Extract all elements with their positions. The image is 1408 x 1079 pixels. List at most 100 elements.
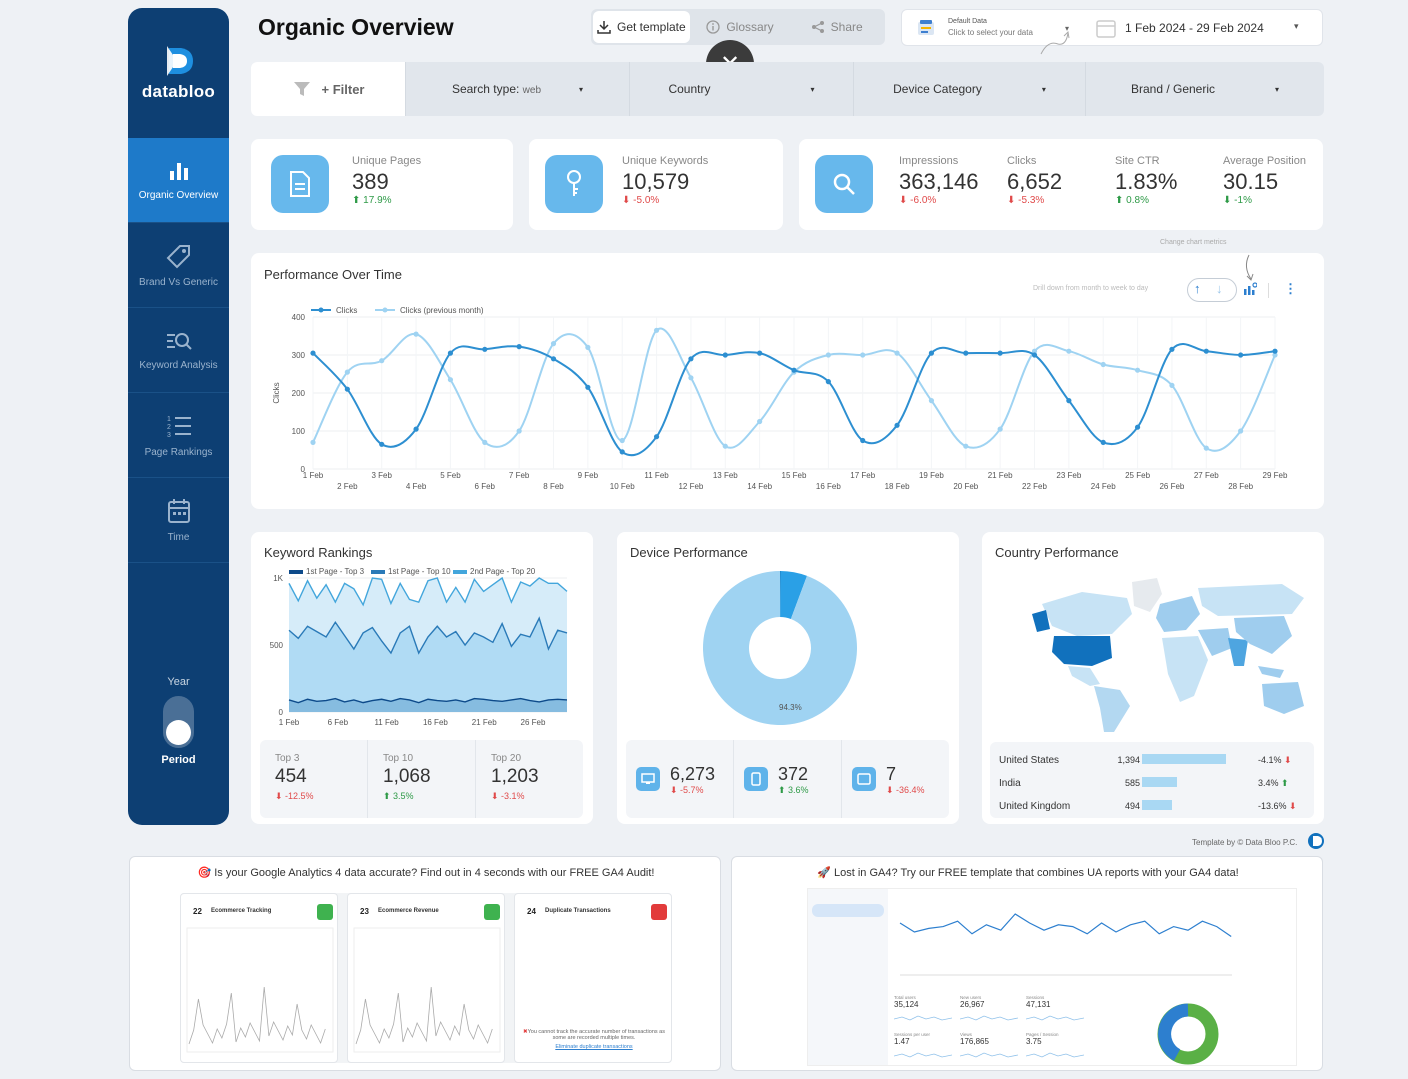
glossary-button[interactable]: Glossary [692,9,789,45]
more-options-icon[interactable]: ⋮ [1284,281,1297,296]
data-point [516,344,522,350]
ga4-donut-segment [1158,1003,1189,1061]
x-tick-label: 7 Feb [509,471,530,480]
country-row: India 585 3.4% ⬆ [982,776,1324,792]
data-point [757,350,763,356]
map-usa [1052,636,1112,666]
x-tick-label: 2 Feb [337,482,358,491]
y-tick-label: 200 [292,389,306,398]
ga4-template-promo[interactable]: 🚀 Lost in GA4? Try our FREE template tha… [731,856,1323,1071]
nav-organic-overview[interactable]: Organic Overview [128,138,229,223]
data-point [963,443,969,449]
chevron-down-icon: ▾ [579,84,584,94]
nav-keyword-analysis[interactable]: Keyword Analysis [128,308,229,393]
header-button-group: Get template Glossary Share [591,9,885,45]
x-tick-label: 1 Feb [279,718,300,727]
country-delta: 3.4% ⬆ [1258,778,1289,788]
divider [1268,283,1269,298]
audit-card-number: 23 [360,907,369,916]
ga4-metric: Total users 35,124 [893,995,956,1027]
audit-card: 23 Ecommerce Revenue [347,893,505,1063]
legend-swatch [289,570,303,574]
data-point [619,449,625,455]
data-point [516,428,522,434]
x-tick-label: 26 Feb [1159,482,1184,491]
audit-status-badge [484,904,500,920]
device-performance-card: Device Performance 94.3% 6,273 ⬇ -5.7% 37… [617,532,959,824]
get-template-button[interactable]: Get template [593,11,690,43]
country-delta: -13.6% ⬇ [1258,801,1297,811]
data-point [344,386,350,392]
kpi-delta: ⬇ -6.0% [899,195,937,206]
data-point [722,443,728,449]
series-line [312,327,1276,452]
data-point [447,350,454,356]
map-asia [1234,616,1292,654]
promo-text: 🎯 Is your Google Analytics 4 data accura… [197,867,655,879]
search-type-label: Search type: web [451,82,542,96]
keyword-rank-stats: Top 3 454 ⬇ -12.5% Top 10 1,068 ⬆ 3.5% T… [260,740,583,818]
kpi-card-unique-keywords: Unique Keywords 10,579 ⬇ -5.0% [529,139,783,230]
data-point [550,356,557,362]
ga4-preview-sidebar [808,889,888,1065]
funnel-icon [293,82,310,96]
stat-delta: ⬇ -5.7% [670,785,704,795]
ga4-metric-label: Sessions per user [894,1032,931,1037]
kpi-delta: ⬆ 17.9% [352,195,392,206]
share-button[interactable]: Share [788,9,885,45]
audit-link[interactable]: Eliminate duplicate transactions [555,1044,633,1050]
data-point [310,439,316,445]
data-point [550,341,557,347]
datasource-selector[interactable]: Click to select your data [948,28,1033,37]
date-range-picker[interactable]: 1 Feb 2024 - 29 Feb 2024 [1125,21,1264,35]
date-dropdown-arrow-icon[interactable]: ▾ [1294,21,1299,31]
ga4-audit-promo[interactable]: 🎯 Is your Google Analytics 4 data accura… [129,856,721,1071]
hint-arrow-icon [1040,30,1070,55]
device-donut-chart [703,571,857,725]
svg-text:3: 3 [167,432,171,439]
nav-time[interactable]: Time [128,478,229,563]
drill-up-icon[interactable]: ↑ [1194,281,1201,296]
mobile-icon [744,767,768,791]
search-type-dropdown[interactable]: Search type: web ▾ [406,62,630,116]
nav-brand-vs-generic[interactable]: Brand Vs Generic [128,223,229,308]
data-point [1066,398,1072,404]
audit-card-title: Duplicate Transactions [545,908,611,914]
world-map [1032,578,1304,732]
data-point [963,350,969,356]
chevron-down-icon: ▾ [1275,84,1280,94]
datasource-dropdown-arrow-icon[interactable]: ▾ [1065,24,1070,33]
audit-card-number: 24 [527,907,536,916]
databloo-small-logo-icon [1308,833,1324,849]
svg-text:2: 2 [167,424,171,431]
country-dropdown[interactable]: Country ▾ [630,62,854,116]
logo[interactable]: databloo [128,8,229,138]
y-tick-label: 0 [301,465,306,474]
brand-generic-dropdown[interactable]: Brand / Generic ▾ [1086,62,1324,116]
add-filter-button[interactable]: + Filter [251,62,406,116]
data-point [1169,382,1175,388]
period-toggle[interactable] [163,696,194,748]
nav-label: Time [167,531,190,543]
rocket-icon: 🚀 [817,867,831,879]
drill-down-icon[interactable]: ↓ [1216,281,1223,296]
ga4-metric-sparkline [893,1052,953,1058]
x-tick-label: 27 Feb [1194,471,1219,480]
data-point [688,375,694,381]
template-credit: Template by © Data Bloo P.C. [1192,838,1298,847]
keyword-rankings-card: Keyword Rankings 0 500 1K 1 Feb 6 Feb 11 Feb 1… [251,532,593,824]
data-source-and-date-bar: Default Data Click to select your data ▾… [901,9,1323,55]
toggle-period-label: Period [161,754,196,766]
data-point [825,379,831,385]
search-icon [815,155,873,213]
data-point [379,358,385,364]
sidebar: databloo Organic Overview Brand Vs Gener… [128,8,229,825]
legend-label: Clicks [336,306,357,315]
audit-sparkline [353,927,501,1053]
share-icon [811,21,824,33]
chevron-down-icon: ▾ [1041,84,1046,94]
data-point [1272,348,1278,354]
device-category-dropdown[interactable]: Device Category ▾ [854,62,1086,116]
tag-icon [166,244,190,268]
